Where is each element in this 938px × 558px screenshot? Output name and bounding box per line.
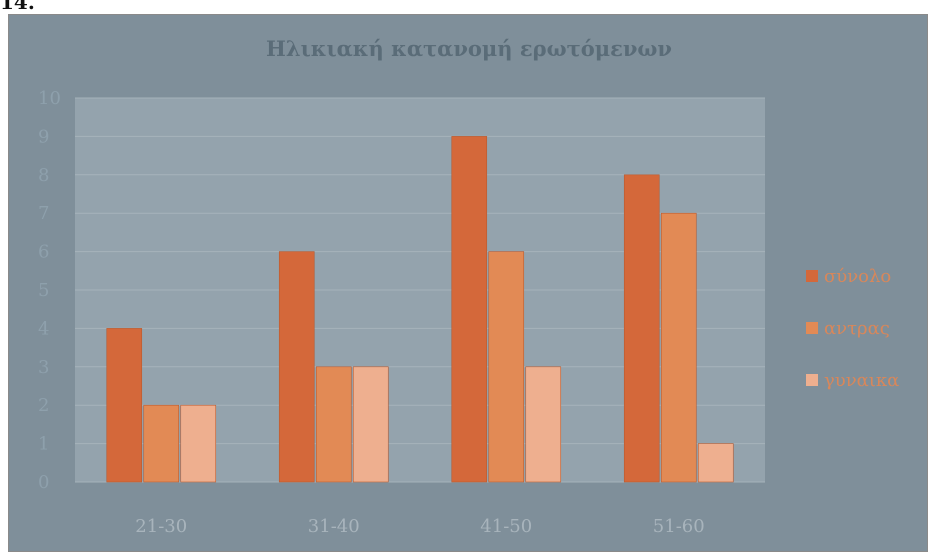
legend-item-women: γυναικα: [806, 354, 899, 406]
y-tick-label: 0: [38, 472, 49, 493]
legend-item-men: αντρας: [806, 302, 899, 354]
bar: [697, 443, 734, 483]
legend: σύνολο αντρας γυναικα: [806, 250, 899, 406]
y-tick-label: 4: [38, 318, 49, 339]
y-tick-label: 5: [38, 280, 49, 301]
chart-title: Ηλικιακή κατανομή ερωτόμενων: [266, 36, 672, 61]
bar: [315, 366, 352, 483]
bar: [143, 404, 180, 483]
bar: [106, 328, 143, 483]
y-tick-label: 3: [38, 357, 49, 378]
legend-swatch-women: [806, 374, 818, 386]
bar: [488, 251, 525, 483]
y-tick-label: 10: [38, 88, 61, 109]
y-tick-label: 2: [38, 395, 49, 416]
x-tick-label: 51-60: [653, 516, 705, 537]
legend-label-men: αντρας: [824, 317, 890, 339]
bar: [660, 212, 697, 483]
y-tick-label: 1: [38, 434, 49, 455]
y-tick-label: 7: [38, 203, 49, 224]
page-label: 14.: [0, 0, 35, 14]
x-tick-label: 41-50: [480, 516, 532, 537]
legend-swatch-men: [806, 322, 818, 334]
legend-item-total: σύνολο: [806, 250, 899, 302]
y-tick-label: 8: [38, 165, 49, 186]
bar: [180, 404, 217, 483]
bar: [278, 251, 315, 483]
x-tick-label: 21-30: [135, 516, 187, 537]
x-tick-label: 31-40: [308, 516, 360, 537]
legend-swatch-total: [806, 270, 818, 282]
bar: [623, 174, 660, 483]
bar: [451, 136, 488, 483]
legend-label-total: σύνολο: [824, 265, 892, 287]
legend-label-women: γυναικα: [824, 369, 900, 391]
y-tick-label: 6: [38, 242, 49, 263]
bar: [525, 366, 562, 483]
bar: [352, 366, 389, 483]
y-tick-label: 9: [38, 126, 49, 147]
